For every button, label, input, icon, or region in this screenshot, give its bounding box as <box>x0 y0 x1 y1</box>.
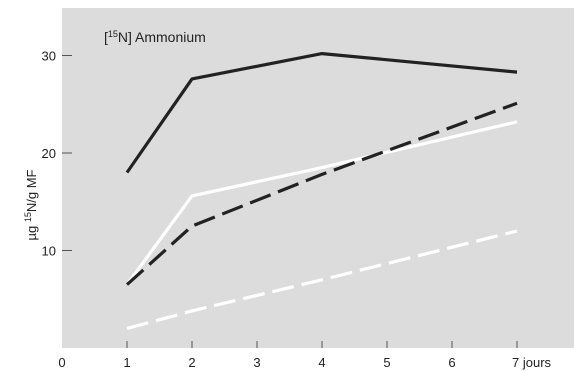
x-tick-label: 1 <box>123 355 130 370</box>
y-tick-label: 30 <box>42 49 56 64</box>
ylabel-prefix: µg <box>24 222 39 240</box>
series-3-line <box>125 101 518 286</box>
series-layer <box>125 51 518 331</box>
title-prefix: [ <box>104 29 108 45</box>
x-tick-layer: 0 1 2 3 4 5 6 7 jours <box>58 341 552 370</box>
x-tick-label: 3 <box>253 355 260 370</box>
x-tick-label: 6 <box>448 355 455 370</box>
title-superscript: 15 <box>108 29 118 39</box>
plot-area <box>62 8 574 348</box>
ylabel-superscript: 15 <box>23 212 33 222</box>
x-tick-label: 7 jours <box>512 355 552 370</box>
x-tick-label: 2 <box>188 355 195 370</box>
chart-title: [15N] Ammonium <box>104 29 206 45</box>
series-4-line <box>126 229 518 331</box>
series-2-line <box>125 120 518 286</box>
ylabel-suffix: N/g MF <box>24 169 39 212</box>
title-suffix: N] Ammonium <box>118 29 206 45</box>
x-tick-label: 0 <box>58 355 65 370</box>
y-tick-layer: 10 20 30 <box>42 49 72 259</box>
y-axis-label: µg 15N/g MF <box>23 169 39 240</box>
series-1-line <box>125 51 518 174</box>
y-tick-label: 10 <box>42 244 56 259</box>
y-tick-label: 20 <box>42 146 56 161</box>
x-tick-label: 5 <box>383 355 390 370</box>
x-tick-label: 4 <box>318 355 325 370</box>
